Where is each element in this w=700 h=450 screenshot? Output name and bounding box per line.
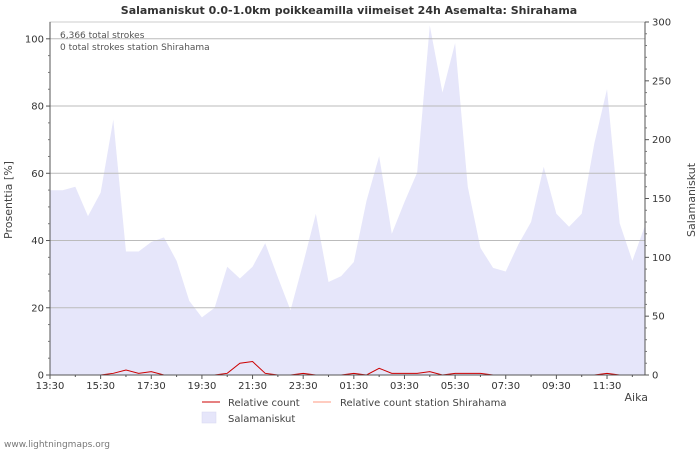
left-tick-label-40: 40 xyxy=(31,236,44,247)
legend: Relative count Relative count station Sh… xyxy=(201,398,507,425)
station-strokes-note: 0 total strokes station Shirahama xyxy=(60,43,210,53)
y-axis-left-label: Prosenttia [%] xyxy=(2,161,15,239)
x-tick-label-0130: 01:30 xyxy=(339,381,368,392)
x-tick-label-1130: 11:30 xyxy=(593,381,622,392)
x-tick-label-1730: 17:30 xyxy=(137,381,166,392)
chart-title: Salamaniskut 0.0-1.0km poikkeamilla viim… xyxy=(121,4,577,17)
x-tick-label-1930: 19:30 xyxy=(188,381,217,392)
legend-label-relative-count: Relative count xyxy=(228,398,300,409)
x-tick-label-2330: 23:30 xyxy=(289,381,318,392)
right-tick-label-200: 200 xyxy=(652,135,671,146)
total-strokes-note: 6,366 total strokes xyxy=(60,31,145,41)
left-tick-label-60: 60 xyxy=(31,169,44,180)
x-axis-label: Aika xyxy=(625,391,649,404)
y-axis-right-label: Salamaniskut xyxy=(685,162,698,237)
x-tick-label-0530: 05:30 xyxy=(441,381,470,392)
right-tick-label-50: 50 xyxy=(652,312,665,323)
left-tick-label-100: 100 xyxy=(25,34,44,45)
legend-label-salamaniskut: Salamaniskut xyxy=(228,414,295,425)
left-tick-label-20: 20 xyxy=(31,303,44,314)
legend-label-relative-count-station: Relative count station Shirahama xyxy=(340,398,507,409)
x-tick-label-2130: 21:30 xyxy=(238,381,267,392)
left-tick-label-80: 80 xyxy=(31,102,44,113)
right-tick-label-100: 100 xyxy=(652,253,671,264)
legend-swatch-salamaniskut xyxy=(201,411,217,424)
left-axis-ticks: 0 20 40 60 80 100 xyxy=(25,34,50,382)
salamaniskut-area xyxy=(50,25,645,376)
x-tick-label-0930: 09:30 xyxy=(542,381,571,392)
right-tick-label-150: 150 xyxy=(652,194,671,205)
x-axis-ticks: 13:30 15:30 17:30 19:30 21:30 23:30 01:30 03:30… xyxy=(36,375,633,392)
x-tick-label-1330: 13:30 xyxy=(36,381,65,392)
footer-credit: www.lightningmaps.org xyxy=(4,440,110,450)
right-tick-label-0: 0 xyxy=(652,371,658,382)
right-axis-ticks: 0 50 100 150 200 250 300 xyxy=(645,18,671,382)
left-tick-label-0: 0 xyxy=(38,371,44,382)
right-tick-label-250: 250 xyxy=(652,76,671,87)
x-tick-label-0330: 03:30 xyxy=(390,381,419,392)
grid-lines-top xyxy=(50,38,645,309)
x-tick-label-1530: 15:30 xyxy=(86,381,115,392)
x-tick-label-0730: 07:30 xyxy=(491,381,520,392)
right-tick-label-300: 300 xyxy=(652,18,671,29)
